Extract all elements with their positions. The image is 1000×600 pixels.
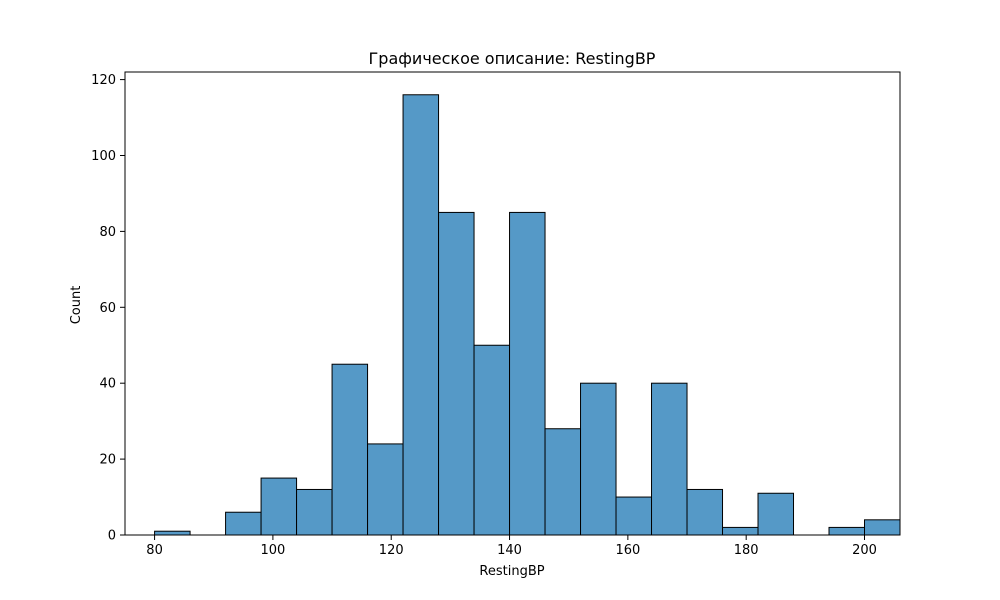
- histogram-bar: [828, 526, 866, 536]
- histogram-bar: [225, 511, 262, 536]
- histogram-bar: [580, 382, 617, 536]
- y-tick-label: 120: [91, 73, 116, 88]
- histogram-bar: [651, 382, 688, 536]
- histogram-bar: [438, 211, 475, 536]
- histogram-bar: [722, 526, 759, 536]
- x-tick-label: 180: [734, 543, 759, 558]
- x-tick-label: 140: [497, 543, 522, 558]
- histogram-bar: [864, 519, 901, 536]
- histogram-bar: [331, 363, 369, 536]
- x-axis-ticks: 80 100 120 140 160 180 200: [146, 535, 877, 558]
- x-tick-label: 200: [852, 543, 877, 558]
- x-tick-label: 80: [146, 543, 163, 558]
- histogram-bar: [296, 488, 333, 536]
- plot-frame: [124, 71, 901, 536]
- x-axis-label: RestingBP: [479, 564, 544, 579]
- y-axis-ticks: 0 20 40 60 80 100 120: [91, 73, 125, 544]
- bars-group: [154, 94, 901, 536]
- histogram-bar: [544, 428, 582, 536]
- histogram-bar: [757, 492, 795, 536]
- chart-title: Графическое описание: RestingBP: [369, 49, 656, 68]
- histogram-bar: [686, 488, 724, 536]
- histogram-bar: [473, 344, 511, 536]
- x-tick-label: 100: [260, 543, 285, 558]
- histogram-bar: [509, 211, 546, 536]
- y-tick-label: 100: [91, 149, 116, 164]
- y-axis-label: Count: [69, 286, 84, 325]
- x-tick-label: 120: [379, 543, 404, 558]
- y-tick-label: 0: [108, 529, 116, 544]
- histogram-bar: [402, 94, 440, 536]
- histogram-bar: [154, 530, 191, 536]
- x-tick-label: 160: [615, 543, 640, 558]
- y-tick-label: 40: [99, 377, 116, 392]
- y-tick-label: 20: [99, 453, 116, 468]
- histogram-bar: [367, 443, 404, 536]
- histogram-bar: [615, 496, 653, 536]
- y-tick-label: 80: [99, 225, 116, 240]
- y-tick-label: 60: [99, 301, 116, 316]
- histogram-bar: [260, 477, 298, 536]
